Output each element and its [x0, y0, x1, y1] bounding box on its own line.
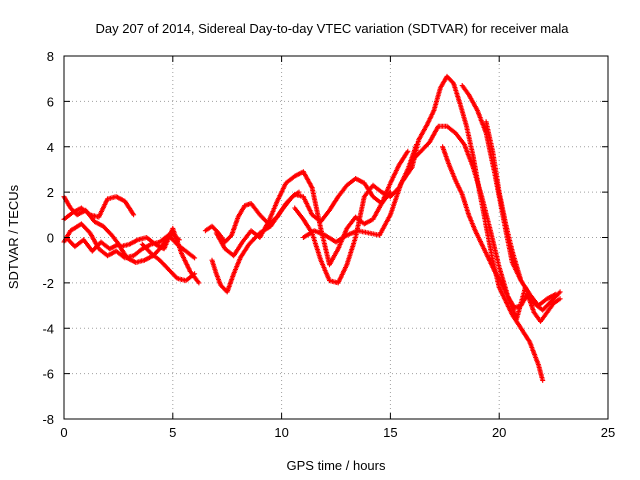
data-marks — [61, 73, 563, 383]
x-tick-label: 5 — [169, 425, 176, 440]
axis-ticks: 0 5 10 15 20 25 -8 -6 -4 -2 0 2 4 6 8 — [42, 49, 615, 440]
series-track-5 — [139, 241, 198, 284]
y-tick-label: -6 — [42, 367, 54, 382]
series-track-12 — [409, 123, 563, 322]
x-tick-label: 20 — [492, 425, 506, 440]
y-tick-label: 8 — [47, 49, 54, 64]
x-tick-label: 15 — [383, 425, 397, 440]
series-markers — [139, 241, 198, 284]
y-tick-label: 4 — [47, 140, 54, 155]
y-tick-label: 2 — [47, 185, 54, 200]
series-track-13 — [440, 144, 563, 324]
chart-title: Day 207 of 2014, Sidereal Day-to-day VTE… — [95, 21, 569, 36]
x-tick-label: 0 — [60, 425, 67, 440]
series-markers — [213, 148, 411, 268]
x-tick-label: 10 — [274, 425, 288, 440]
y-tick-label: 0 — [47, 231, 54, 246]
series-track-15 — [483, 119, 559, 309]
x-tick-label: 25 — [601, 425, 615, 440]
y-axis-label: SDTVAR / TECUs — [6, 184, 21, 289]
y-tick-label: -8 — [42, 412, 54, 427]
series-markers — [440, 144, 563, 324]
series-markers — [409, 123, 563, 322]
x-axis-label: GPS time / hours — [287, 458, 386, 473]
y-tick-label: -2 — [42, 276, 54, 291]
y-tick-label: 6 — [47, 94, 54, 109]
series-markers — [483, 119, 559, 309]
y-tick-label: -4 — [42, 321, 54, 336]
series-track-8 — [213, 148, 411, 268]
